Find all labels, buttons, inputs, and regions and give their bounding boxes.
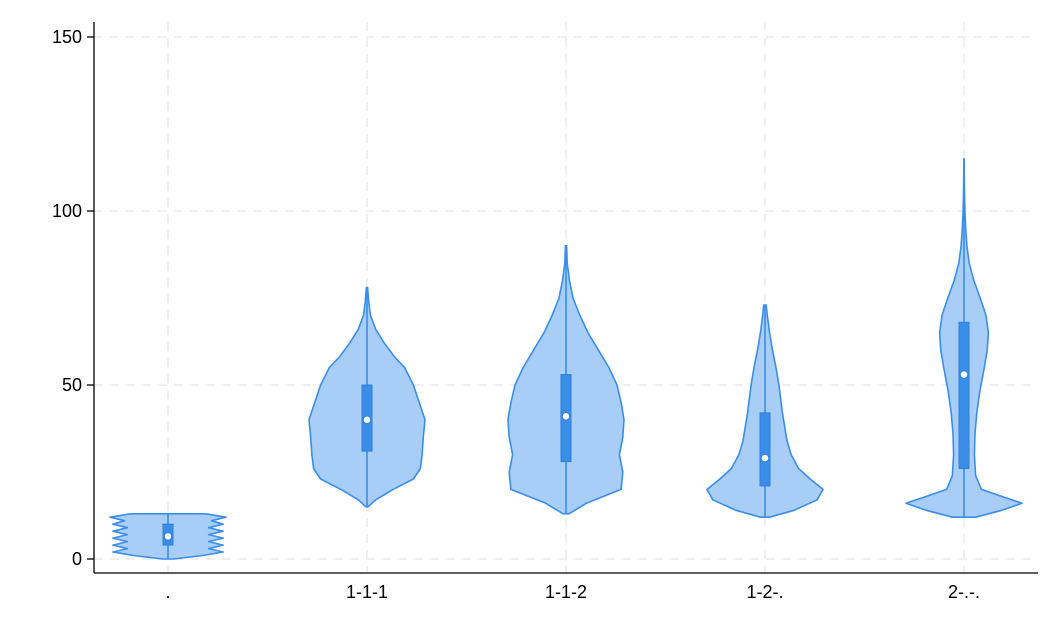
violin-3 [507,245,625,515]
violin-1 [109,513,227,560]
y-tick-label: 150 [52,27,82,47]
x-tick-label: 1-1-2 [545,582,587,602]
y-tick-label: 0 [72,549,82,569]
x-tick-label: 2-.-. [948,582,980,602]
violin-5 [905,158,1023,518]
violin-4 [706,304,824,518]
median-marker [959,370,969,379]
axes [93,22,1038,574]
median-marker [760,453,770,463]
y-tick-label: 50 [62,375,82,395]
violins [109,158,1023,560]
y-tick-label: 100 [52,201,82,221]
iqr-box [759,412,771,487]
violin-2 [308,286,426,508]
ticks: 0 50 100 150. 1-1-1 1-1-2 1-2-. 2-.-. [52,27,980,602]
x-tick-label: 1-1-1 [346,582,388,602]
iqr-box [958,321,970,470]
median-marker [561,412,571,421]
median-marker [163,532,173,541]
x-tick-label: 1-2-. [746,582,783,602]
median-marker [362,415,372,425]
x-tick-label: . [165,582,170,602]
